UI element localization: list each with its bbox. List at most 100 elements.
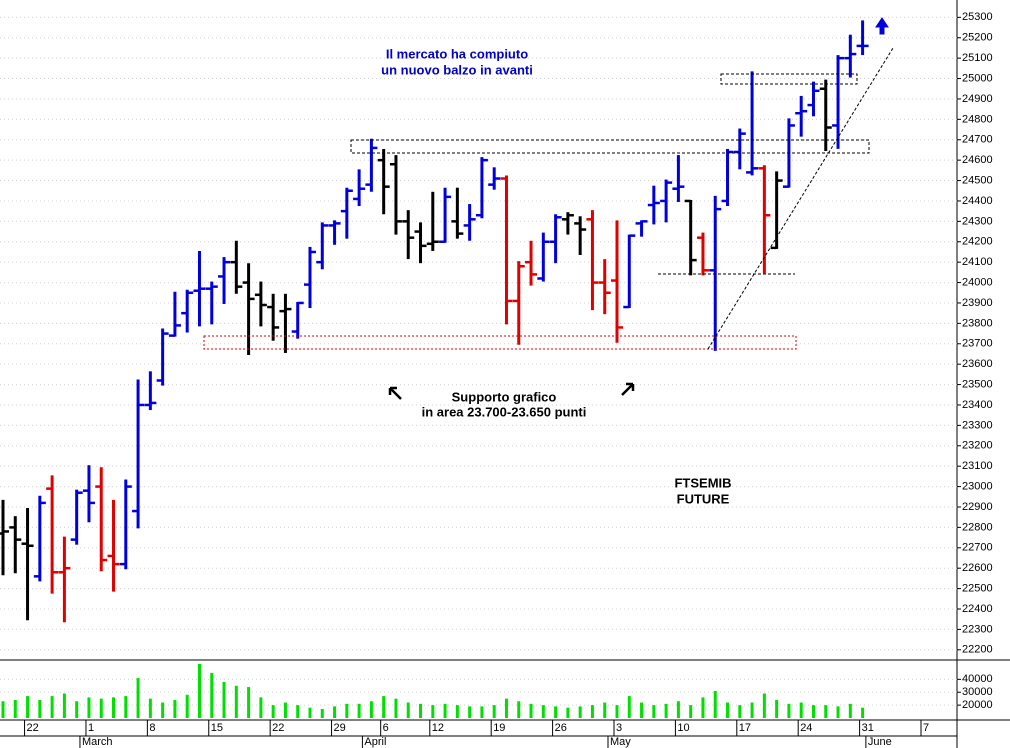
x-tick-label: 1 [88,722,94,734]
resistance-zone [720,73,858,85]
month-label: April [364,736,386,748]
y-tick-label: 23300 [962,419,993,431]
volume-bar [1,701,5,718]
y-tick-label: 23100 [962,460,993,472]
volume-bar [517,701,521,718]
volume-bar [173,699,177,718]
volume-bar [836,706,840,718]
y-tick-label: 23800 [962,317,993,329]
volume-bar [640,702,644,718]
volume-bar [443,703,447,718]
volume-bar [62,693,66,718]
annotation: Il mercato ha compiuto [386,46,528,61]
volume-bar [504,698,508,718]
volume-bar [382,696,386,718]
x-tick-label: 31 [862,722,874,734]
volume-bar [210,672,214,718]
y-tick-label: 23500 [962,378,993,390]
y-tick-label: 24900 [962,93,993,105]
y-tick-label: 24800 [962,113,993,125]
volume-bar [406,702,410,718]
volume-bar [811,705,815,718]
volume-bar [357,703,361,718]
volume-bar [419,703,423,718]
y-tick-label: 20000 [962,699,993,711]
y-tick-label: 22900 [962,501,993,513]
volume-bar [652,705,656,718]
resistance-zone [350,139,870,154]
month-label: March [82,736,113,748]
volume-bar [738,705,742,718]
y-tick-label: 25100 [962,52,993,64]
volume-bar [247,687,251,718]
volume-bar [713,690,717,718]
arrow [388,386,402,400]
trend-line [707,47,894,350]
x-tick-label: 8 [149,722,155,734]
volume-bar [750,702,754,718]
volume-bar [615,705,619,718]
volume-bar [431,705,435,718]
volume-bar [787,703,791,718]
volume-bar [541,705,545,718]
annotation: Supporto grafico [452,389,557,404]
annotation: un nuovo balzo in avanti [381,62,533,77]
volume-bar [848,703,852,718]
y-tick-label: 22700 [962,542,993,554]
volume-bar [308,707,312,718]
volume-bar [345,703,349,718]
arrow [875,17,889,35]
volume-bar [124,696,128,718]
support-zone [203,335,797,350]
volume-bar [627,696,631,718]
y-tick-label: 24400 [962,195,993,207]
y-tick-label: 24000 [962,276,993,288]
volume-bar [824,705,828,718]
x-tick-label: 17 [739,722,751,734]
volume-bar [394,698,398,718]
volume-bar [148,698,152,718]
x-tick-label: 29 [334,722,346,734]
volume-bar [664,703,668,718]
y-tick-label: 23900 [962,297,993,309]
volume-bar [455,705,459,718]
volume-bar [333,706,337,718]
x-tick-label: 6 [383,722,389,734]
volume-bar [320,708,324,718]
y-tick-label: 23000 [962,480,993,492]
volume-bar [136,678,140,718]
y-tick-label: 24600 [962,154,993,166]
y-tick-label: 30000 [962,686,993,698]
x-tick-label: 12 [432,722,444,734]
x-tick-label: 22 [27,722,39,734]
y-tick-label: 24500 [962,174,993,186]
volume-bar [492,705,496,718]
x-tick-label: 10 [677,722,689,734]
volume-bar [50,696,54,718]
y-tick-label: 24200 [962,236,993,248]
y-tick-label: 25300 [962,11,993,23]
volume-bar [296,705,300,718]
y-tick-label: 40000 [962,673,993,685]
volume-bar [701,697,705,718]
y-tick-label: 23700 [962,338,993,350]
volume-bar [75,701,79,718]
y-tick-label: 24300 [962,215,993,227]
month-label: May [610,736,631,748]
y-tick-label: 25200 [962,32,993,44]
x-tick-label: 22 [272,722,284,734]
volume-bar [775,699,779,718]
volume-bar [222,681,226,718]
volume-bar [554,706,558,718]
x-tick-label: 15 [211,722,223,734]
volume-bar [185,694,189,718]
volume-bar [578,706,582,718]
y-tick-label: 22800 [962,521,993,533]
y-tick-label: 22300 [962,623,993,635]
volume-bar [26,696,30,718]
y-tick-label: 22600 [962,562,993,574]
y-tick-label: 23400 [962,399,993,411]
volume-bar [259,697,263,718]
volume-bar [369,701,373,718]
x-tick-label: 24 [800,722,812,734]
